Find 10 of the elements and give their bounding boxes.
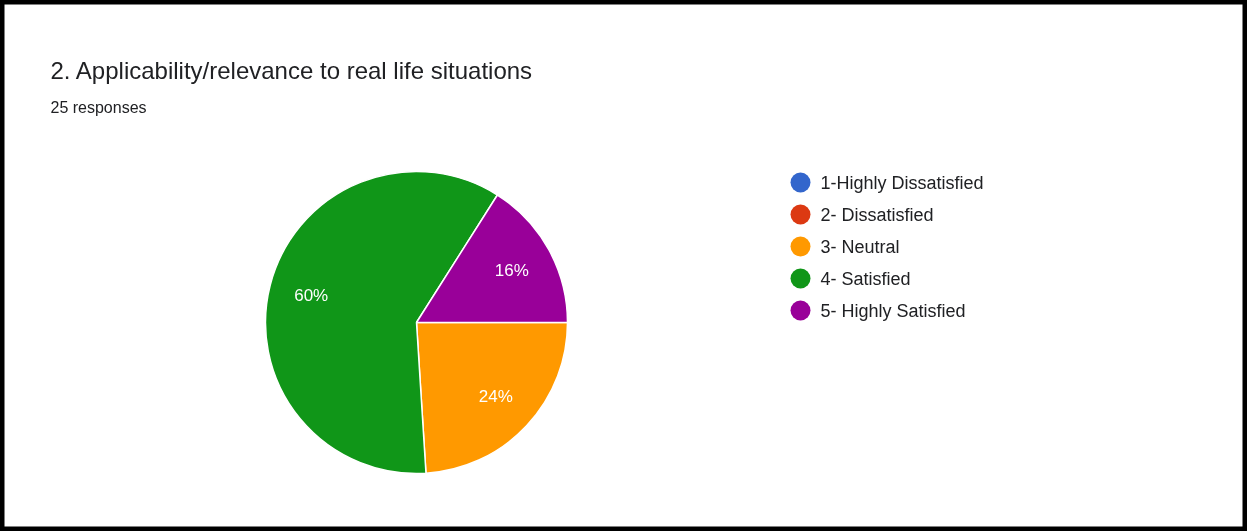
legend-label: 1-Highly Dissatisfied <box>820 172 984 193</box>
legend-label: 2- Dissatisfied <box>820 204 934 225</box>
data-label: 16% <box>494 260 529 280</box>
data-label: 60% <box>294 285 329 305</box>
legend-label: 3- Neutral <box>820 236 900 257</box>
data-label: 24% <box>478 387 513 407</box>
legend-label: 4- Satisfied <box>820 268 911 289</box>
chart-title: 2. Applicability/relevance to real life situations <box>50 57 533 84</box>
legend-label: 5- Highly Satisfied <box>820 300 966 321</box>
text: 25 responses <box>50 99 147 116</box>
